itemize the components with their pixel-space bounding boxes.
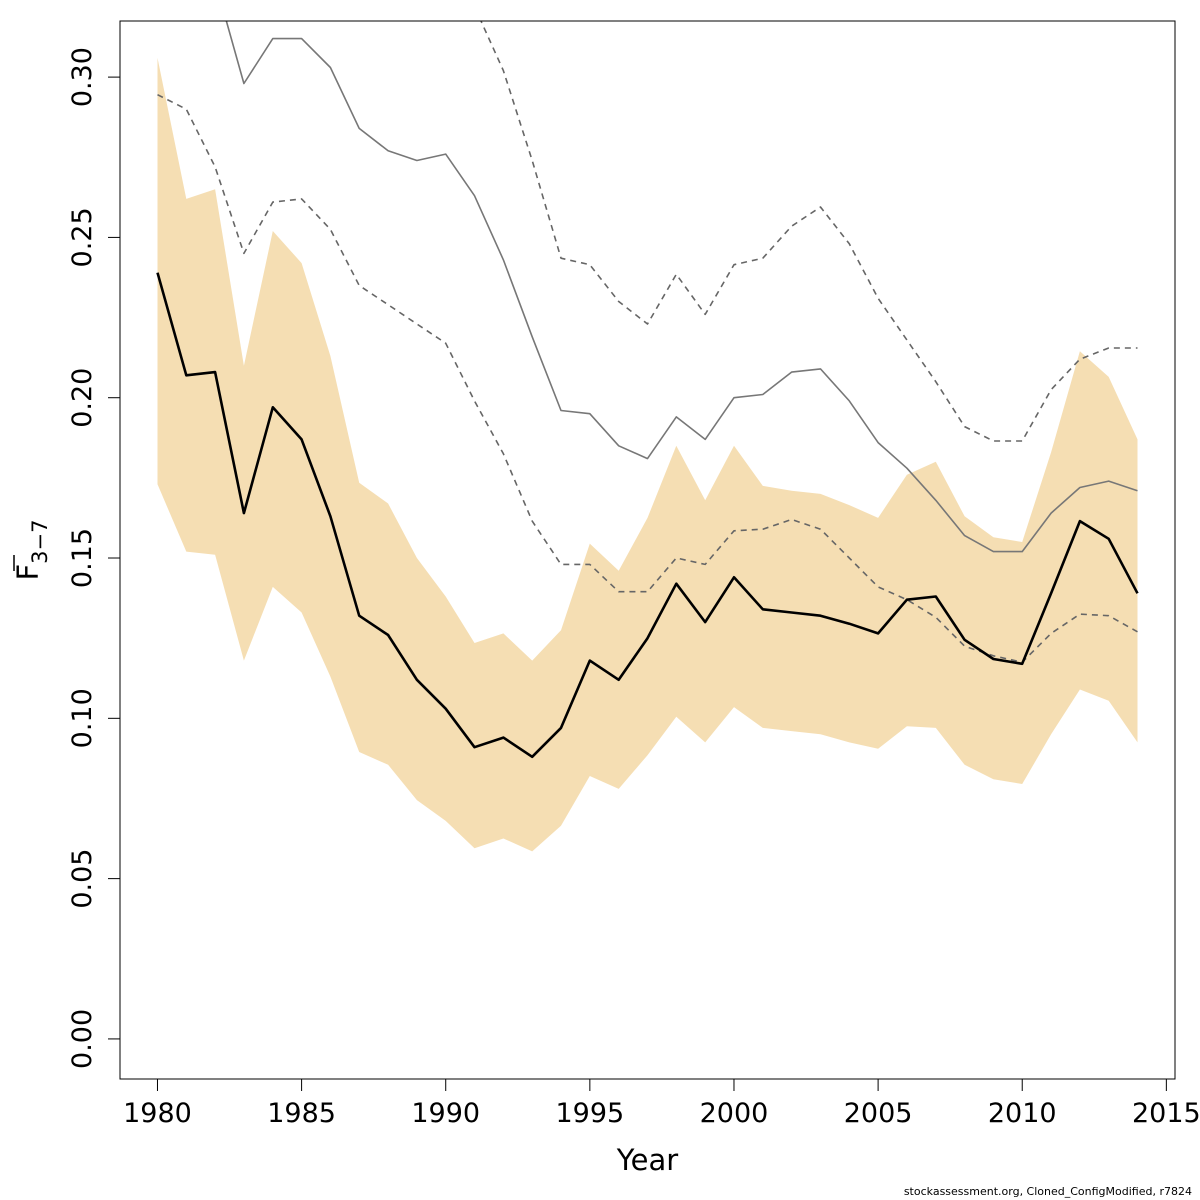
y-axis-title: F3−7 <box>11 519 52 580</box>
series-line-estimate <box>156 272 1139 759</box>
x-tick-label: 1990 <box>411 1098 480 1129</box>
x-tick-label: 2005 <box>844 1098 913 1129</box>
x-axis-title: Year <box>616 1143 678 1177</box>
x-tick-label: 2015 <box>1132 1098 1200 1129</box>
y-axis-title-main: F <box>11 564 45 581</box>
series-line-comparison-estimate <box>225 21 1138 553</box>
confidence-band <box>157 57 1138 852</box>
y-tick-label: 0.30 <box>67 47 98 107</box>
footer-credit: stockassessment.org, Cloned_ConfigModifi… <box>903 1185 1192 1198</box>
y-tick-label: 0.15 <box>67 528 98 588</box>
y-tick-label: 0.25 <box>67 207 98 267</box>
x-tick-label: 1995 <box>555 1098 624 1129</box>
x-tick-label: 2000 <box>700 1098 769 1129</box>
y-axis: 0.00 0.05 0.10 0.15 0.20 0.25 0.30 <box>67 47 121 1069</box>
y-tick-label: 0.20 <box>67 368 98 428</box>
x-tick-label: 2010 <box>988 1098 1057 1129</box>
svg-text:F3−7: F3−7 <box>11 519 52 580</box>
y-axis-title-sub: 3−7 <box>28 519 52 563</box>
y-tick-label: 0.00 <box>67 1009 98 1069</box>
x-tick-label: 1985 <box>267 1098 336 1129</box>
y-tick-label: 0.05 <box>67 849 98 909</box>
series-line-comparison-lower-bound <box>157 93 1138 664</box>
series-layer <box>156 21 1139 759</box>
x-axis: 1980 1985 1990 1995 2000 2005 2010 2015 <box>123 1078 1200 1129</box>
series-line-comparison-upper-bound <box>480 21 1138 442</box>
y-tick-label: 0.10 <box>67 688 98 748</box>
band-layer <box>157 57 1138 852</box>
x-tick-label: 1980 <box>123 1098 192 1129</box>
